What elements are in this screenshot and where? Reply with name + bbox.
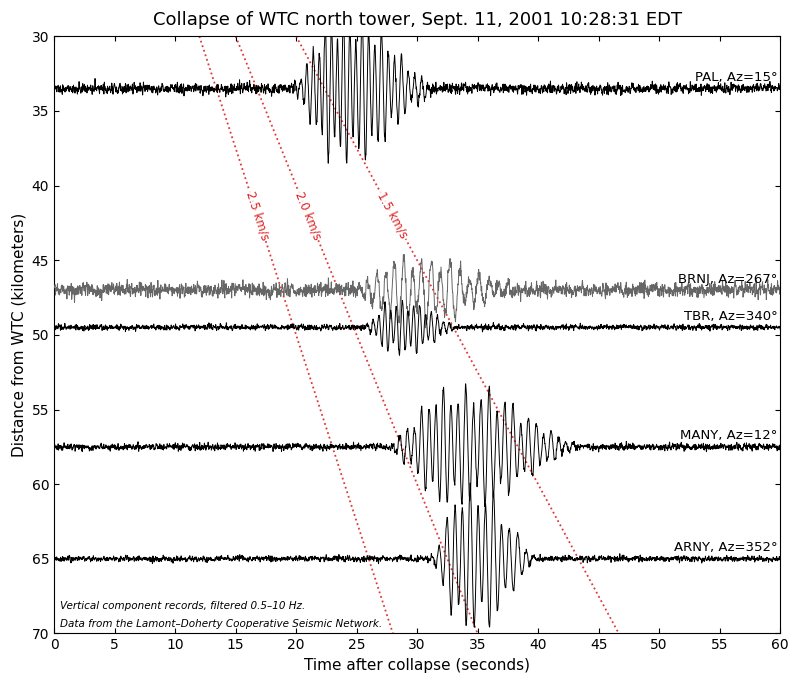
- Title: Collapse of WTC north tower, Sept. 11, 2001 10:28:31 EDT: Collapse of WTC north tower, Sept. 11, 2…: [153, 11, 682, 29]
- Text: BRNJ, Az=267°: BRNJ, Az=267°: [678, 273, 778, 286]
- Text: 1.5 km/s: 1.5 km/s: [375, 190, 410, 241]
- Text: PAL, Az=15°: PAL, Az=15°: [695, 71, 778, 84]
- X-axis label: Time after collapse (seconds): Time after collapse (seconds): [304, 658, 530, 673]
- Text: MANY, Az=12°: MANY, Az=12°: [680, 430, 778, 443]
- Y-axis label: Distance from WTC (kilometers): Distance from WTC (kilometers): [11, 213, 26, 457]
- Text: TBR, Az=340°: TBR, Az=340°: [684, 310, 778, 323]
- Text: Data from the Lamont–Doherty Cooperative Seismic Network.: Data from the Lamont–Doherty Cooperative…: [60, 618, 382, 629]
- Text: 2.5 km/s: 2.5 km/s: [243, 189, 271, 241]
- Text: 2.0 km/s: 2.0 km/s: [293, 189, 324, 241]
- Text: ARNY, Az=352°: ARNY, Az=352°: [674, 541, 778, 554]
- Text: Vertical component records, filtered 0.5–10 Hz.: Vertical component records, filtered 0.5…: [60, 601, 306, 611]
